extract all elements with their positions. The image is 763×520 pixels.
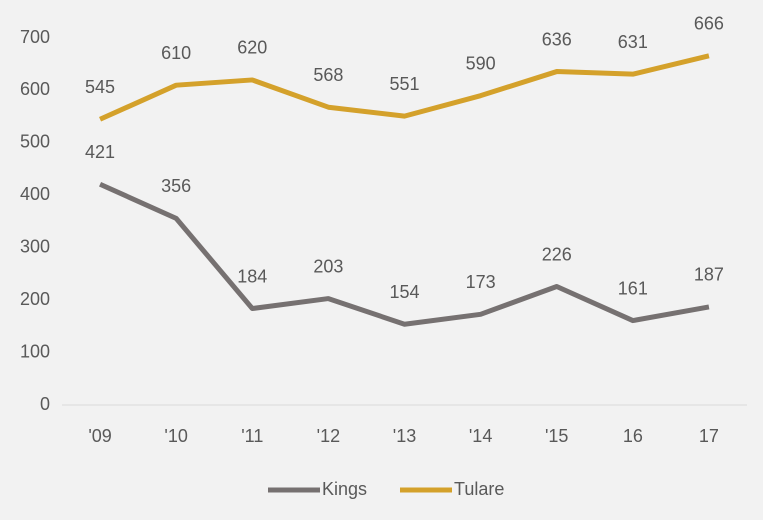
data-label: 545 bbox=[85, 77, 115, 97]
data-label: 161 bbox=[618, 278, 648, 298]
y-tick-label: 0 bbox=[40, 394, 50, 414]
data-label: 666 bbox=[694, 14, 724, 34]
x-tick-label: '10 bbox=[164, 426, 187, 446]
legend-label: Kings bbox=[322, 479, 367, 499]
data-label: 356 bbox=[161, 176, 191, 196]
data-label: 620 bbox=[237, 38, 267, 58]
data-label: 173 bbox=[466, 272, 496, 292]
x-tick-label: '12 bbox=[317, 426, 340, 446]
data-label: 631 bbox=[618, 32, 648, 52]
y-tick-label: 200 bbox=[20, 289, 50, 309]
data-label: 590 bbox=[466, 53, 496, 73]
legend-label: Tulare bbox=[454, 479, 504, 499]
y-tick-label: 100 bbox=[20, 341, 50, 361]
data-label: 226 bbox=[542, 244, 572, 264]
x-tick-label: '14 bbox=[469, 426, 492, 446]
data-label: 187 bbox=[694, 265, 724, 285]
data-label: 636 bbox=[542, 29, 572, 49]
y-tick-label: 500 bbox=[20, 132, 50, 152]
data-label: 551 bbox=[389, 74, 419, 94]
x-tick-label: '09 bbox=[88, 426, 111, 446]
series-line bbox=[99, 181, 710, 327]
data-label: 203 bbox=[313, 256, 343, 276]
x-tick-label: 17 bbox=[699, 426, 719, 446]
data-label: 184 bbox=[237, 266, 267, 286]
y-tick-label: 400 bbox=[20, 184, 50, 204]
data-label: 421 bbox=[85, 142, 115, 162]
y-tick-label: 700 bbox=[20, 27, 50, 47]
x-tick-label: '13 bbox=[393, 426, 416, 446]
data-label: 610 bbox=[161, 43, 191, 63]
x-tick-label: '11 bbox=[241, 426, 263, 446]
data-label: 154 bbox=[389, 282, 419, 302]
x-tick-label: '15 bbox=[545, 426, 568, 446]
x-tick-label: 16 bbox=[623, 426, 643, 446]
y-tick-label: 300 bbox=[20, 236, 50, 256]
series-line bbox=[99, 53, 710, 122]
y-tick-label: 600 bbox=[20, 79, 50, 99]
data-label: 568 bbox=[313, 65, 343, 85]
